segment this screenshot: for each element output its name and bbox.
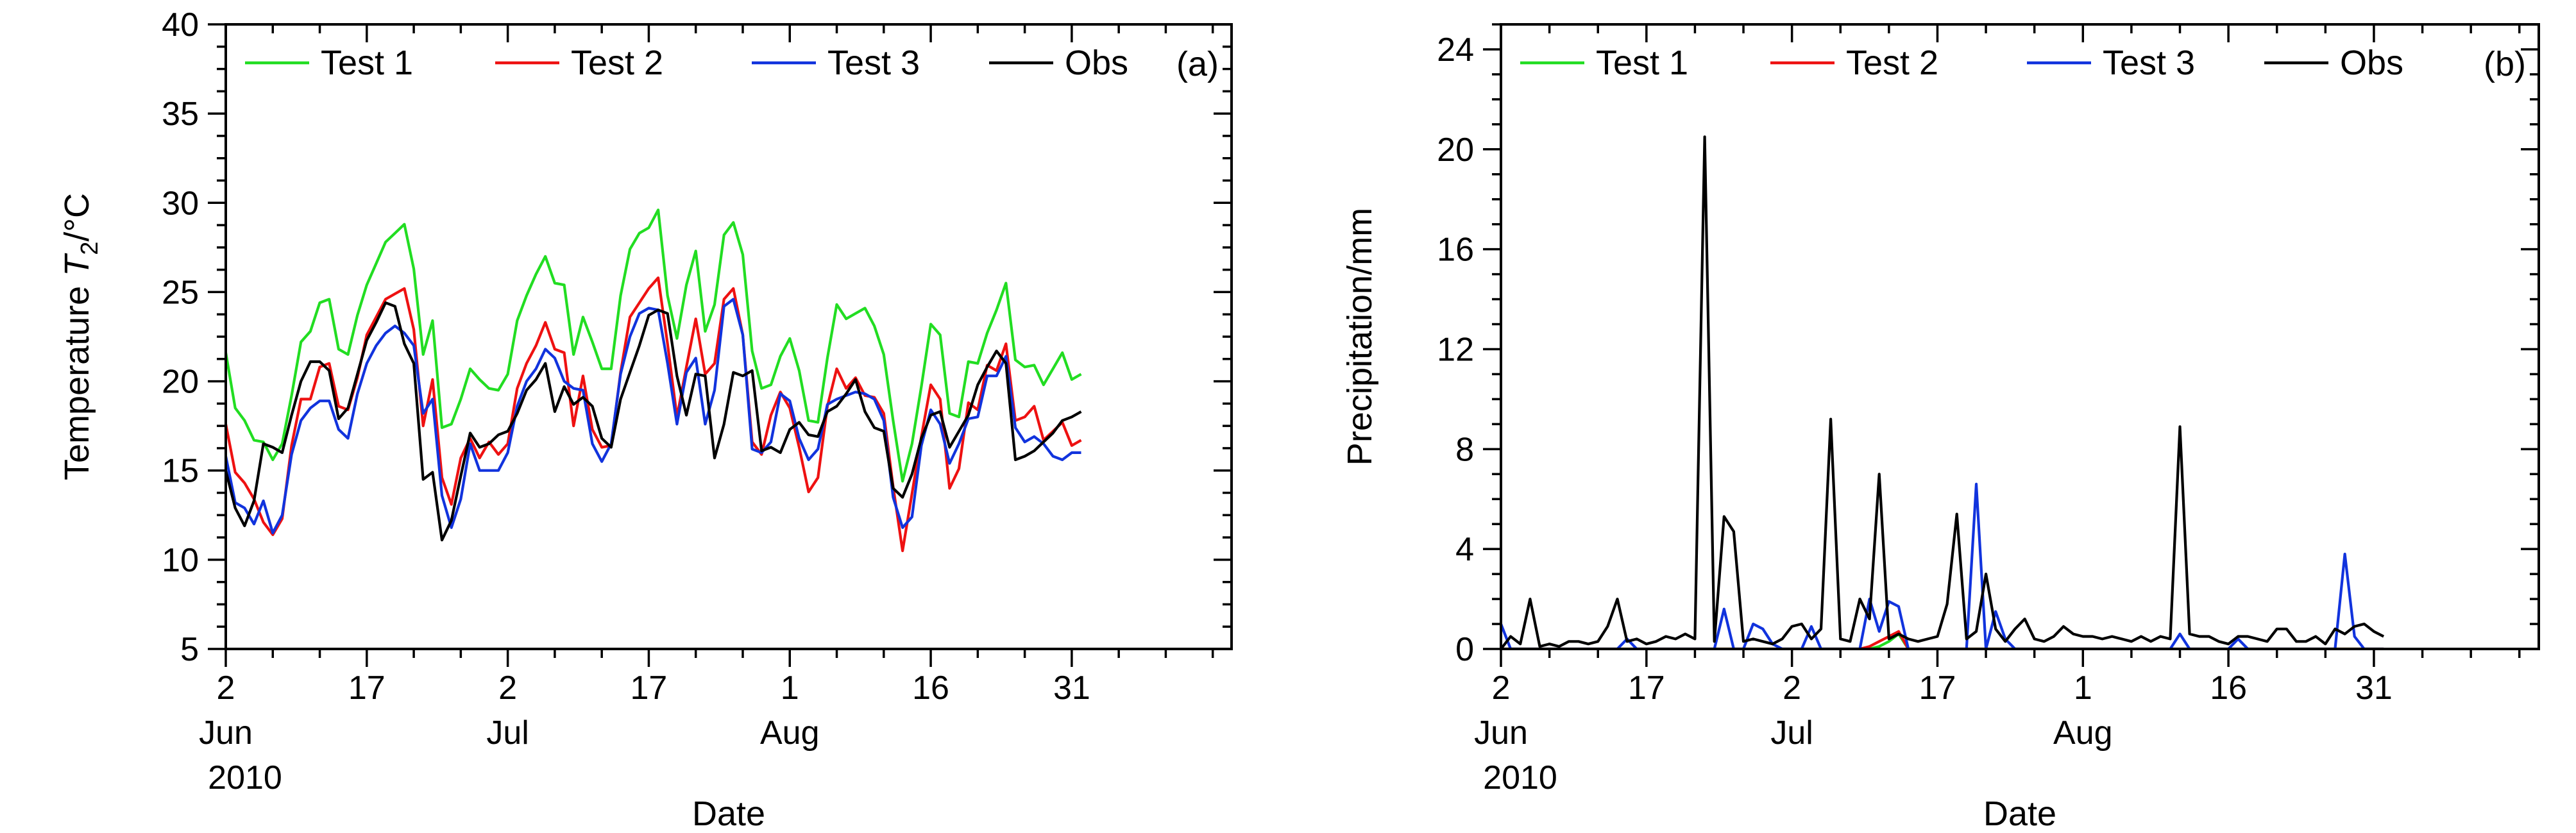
x-tick-label: 17 (348, 669, 386, 707)
x-month-label: Aug (2053, 714, 2113, 752)
series-lines (1501, 135, 2385, 649)
x-month-label: Jun (199, 714, 253, 752)
precipitation-panel: 0 4 8 12 16 20 24 2 17 2 17 1 16 31 Jun Jul Aug 2010 Date P… (1341, 23, 2540, 833)
x-month-label: Jul (1770, 714, 1813, 752)
series-line-test-3 (1501, 482, 2384, 649)
x-tick-label: 2 (498, 669, 517, 707)
x-tick-label: 16 (2210, 669, 2247, 707)
temperature-panel: 5 10 15 20 25 30 35 40 2 17 2 17 1 16 31 Jun Jul Aug 2010 D… (58, 6, 1233, 833)
x-tick-label: 1 (2074, 669, 2092, 707)
y-tick-label: 0 (1455, 631, 1474, 668)
legend-label: Test 3 (2103, 44, 2195, 82)
plot-frame (1500, 23, 2540, 650)
legend-label: Test 1 (321, 44, 413, 82)
x-tick-label: 1 (781, 669, 799, 707)
y-tick-label: 30 (162, 185, 199, 222)
series-line-obs (226, 301, 1082, 542)
y-tick-label: 8 (1455, 431, 1474, 468)
x-tick-label: 16 (912, 669, 949, 707)
legend: Test 1 Test 2 Test 3 Obs (1520, 44, 2403, 82)
panel-label: (b) (2484, 45, 2526, 83)
x-month-label: Aug (760, 714, 820, 752)
y-tick-label: 10 (162, 542, 199, 579)
series-lines (226, 208, 1082, 553)
x-month-label: Jun (1474, 714, 1528, 752)
y-axis-title: Temperature T2/°C (58, 193, 103, 480)
y-tick-label: 5 (180, 631, 199, 668)
y-tick-label: 4 (1455, 531, 1474, 568)
x-axis-title: Date (1983, 795, 2056, 833)
legend-label: Test 2 (1846, 44, 1938, 82)
y-tick-label: 15 (162, 453, 199, 490)
x-year-label: 2010 (208, 759, 282, 796)
x-tick-label: 2 (1783, 669, 1801, 707)
x-month-label: Jul (486, 714, 529, 752)
series-line-test-2 (226, 276, 1082, 553)
x-tick-label: 2 (1492, 669, 1511, 707)
x-tick-label: 17 (1628, 669, 1665, 707)
legend-label: Obs (1065, 44, 1128, 82)
series-line-test-1 (226, 208, 1082, 483)
x-tick-label: 17 (1919, 669, 1956, 707)
y-tick-label: 24 (1437, 31, 1474, 69)
y-tick-label: 35 (162, 96, 199, 133)
y-tick-label: 16 (1437, 231, 1474, 269)
legend-label: Test 2 (571, 44, 663, 82)
series-line-test-3 (226, 298, 1081, 535)
x-axis-title: Date (692, 795, 765, 833)
plot-frame (225, 23, 1233, 650)
legend: Test 1 Test 2 Test 3 Obs (245, 44, 1128, 82)
x-tick-label: 17 (631, 669, 668, 707)
x-year-label: 2010 (1483, 759, 1557, 796)
y-tick-label: 12 (1437, 331, 1474, 368)
y-axis-title: Precipitation/mm (1341, 208, 1379, 466)
x-tick-label: 31 (1053, 669, 1090, 707)
x-tick-label: 31 (2355, 669, 2393, 707)
legend-label: Test 3 (827, 44, 920, 82)
legend-label: Test 1 (1596, 44, 1688, 82)
panel-label: (a) (1176, 45, 1219, 83)
y-tick-label: 20 (162, 364, 199, 401)
y-tick-label: 25 (162, 274, 199, 311)
x-tick-label: 2 (217, 669, 235, 707)
legend-label: Obs (2340, 44, 2403, 82)
y-tick-label: 40 (162, 6, 199, 44)
series-line-obs (1501, 135, 2385, 649)
y-tick-label: 20 (1437, 131, 1474, 169)
